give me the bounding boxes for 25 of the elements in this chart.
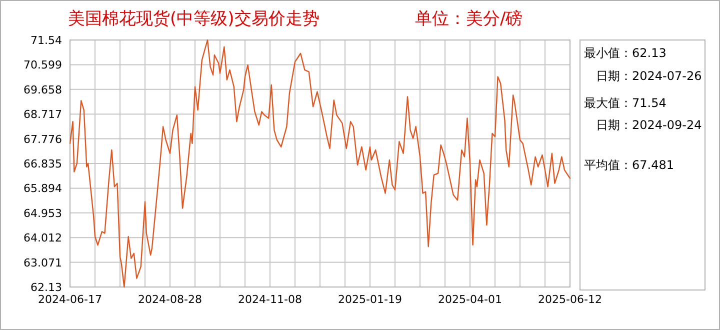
chart-subtitle: 单位：美分/磅 (415, 9, 523, 29)
y-tick-label: 71.54 (30, 34, 62, 47)
chart-title: 美国棉花现货(中等级)交易价走势 (68, 9, 320, 29)
text: 平均值：67.481 (584, 158, 674, 172)
text: 最大值：71.54 (584, 96, 666, 110)
text: 最小值：62.13 (584, 46, 666, 60)
x-tick-label: 2025-04-01 (438, 293, 502, 306)
text: 日期：2024-07-26 (596, 69, 702, 83)
x-tick-label: 2025-01-19 (338, 293, 402, 306)
y-tick-label: 65.894 (24, 182, 62, 196)
y-tick-label: 64.953 (24, 206, 62, 220)
x-tick-label: 2024-06-17 (38, 293, 102, 306)
line-series (69, 39, 571, 288)
y-tick-label: 66.835 (24, 158, 62, 170)
y-tick-label: 68.717 (24, 108, 62, 122)
y-tick-label: 70.599 (24, 58, 62, 72)
y-tick-label: 67.776 (24, 132, 62, 146)
text: 日期：2024-09-24 (596, 118, 702, 132)
y-tick-label: 62.13 (30, 281, 62, 294)
x-tick-label: 2024-11-08 (238, 293, 302, 306)
y-tick-label: 69.658 (24, 83, 62, 96)
y-tick-label: 63.071 (24, 256, 62, 270)
x-tick-label: 2024-08-28 (138, 293, 202, 306)
x-tick-label: 2025-06-12 (538, 293, 602, 306)
y-tick-label: 64.012 (24, 232, 62, 245)
